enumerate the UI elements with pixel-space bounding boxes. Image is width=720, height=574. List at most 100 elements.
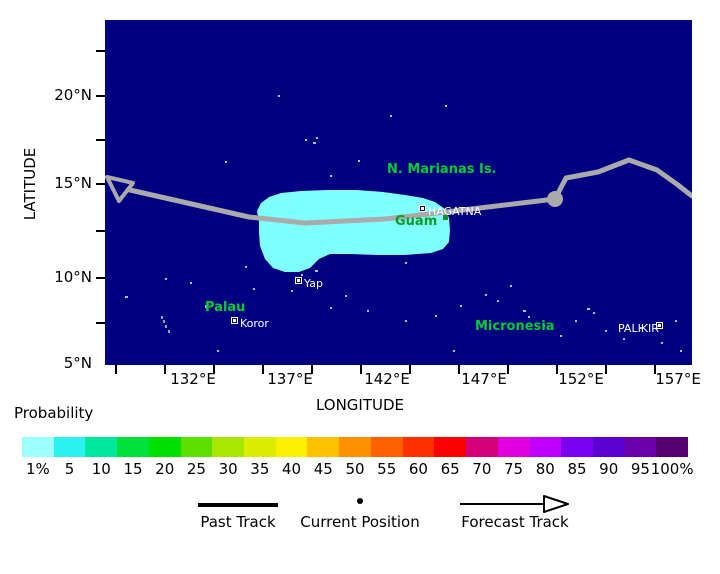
x-tick-152_5 xyxy=(556,365,558,374)
colorbar-tick-label-10: 10 xyxy=(91,460,111,478)
x-tick-label-147: 147°E xyxy=(461,370,507,388)
legend-label-forecast-track: Forecast Track xyxy=(461,513,569,531)
region-label-guam: Guam xyxy=(395,214,438,229)
colorbar-swatch-15 xyxy=(497,437,530,457)
probability-title: Probability xyxy=(14,404,94,422)
ocean-background xyxy=(105,20,692,365)
city-label-hagatna: HAGATNA xyxy=(428,205,482,218)
colorbar-tick-label-5: 5 xyxy=(64,460,75,478)
x-tick-label-132: 132°E xyxy=(170,370,216,388)
colorbar-tick-label-95: 95 xyxy=(630,460,650,478)
colorbar-swatch-8 xyxy=(275,437,308,457)
colorbar-tick-label-50: 50 xyxy=(345,460,365,478)
current-position-marker xyxy=(547,191,563,207)
region-label-palau: Palau xyxy=(205,300,246,315)
island-dots xyxy=(125,95,682,352)
city-label-koror: Koror xyxy=(240,317,269,330)
city-marker-yap[interactable] xyxy=(295,277,302,284)
x-tick-132_5 xyxy=(164,365,166,374)
colorbar-swatch-19 xyxy=(624,437,657,457)
region-label-micronesia: Micronesia xyxy=(475,319,555,334)
colorbar-swatch-6 xyxy=(212,437,245,457)
colorbar-tick-label-45: 45 xyxy=(313,460,333,478)
map-plot-area[interactable]: N. Marianas Is. Guam Palau Micronesia HA… xyxy=(105,20,692,365)
colorbar-tick-label-20: 20 xyxy=(155,460,175,478)
colorbar-tick-label-35: 35 xyxy=(250,460,270,478)
x-tick-142_5 xyxy=(360,365,362,374)
forecast-track-arrow-icon xyxy=(450,492,580,514)
city-marker-palikir[interactable] xyxy=(656,322,663,329)
colorbar-tick-label-25: 25 xyxy=(186,460,206,478)
y-tick-label-15: 15°N xyxy=(54,174,92,192)
colorbar-tick-label-65: 65 xyxy=(440,460,460,478)
y-tick-22_5 xyxy=(96,50,105,52)
colorbar-tick-label-75: 75 xyxy=(504,460,524,478)
x-tick-140 xyxy=(311,365,313,374)
x-tick-130 xyxy=(115,365,117,374)
legend-label-current-position: Current Position xyxy=(300,513,420,531)
guam-landmass xyxy=(443,210,448,220)
y-tick-20 xyxy=(96,95,105,97)
colorbar-swatch-18 xyxy=(592,437,625,457)
colorbar-tick-label-1pct: 1% xyxy=(25,460,50,478)
x-axis-title: LONGITUDE xyxy=(315,396,405,414)
colorbar-swatch-14 xyxy=(466,437,498,457)
colorbar-swatch-0 xyxy=(22,437,54,457)
colorbar-swatch-10 xyxy=(339,437,371,457)
past-track-line-icon xyxy=(178,492,298,514)
track-legend: Past Track Current Position Forecast Tra… xyxy=(0,492,720,552)
colorbar-swatch-7 xyxy=(244,437,276,457)
x-tick-147_5 xyxy=(458,365,460,374)
colorbar-swatch-17 xyxy=(561,437,593,457)
legend-item-forecast-track: Forecast Track xyxy=(450,492,580,531)
colorbar-tick-label-30: 30 xyxy=(218,460,238,478)
x-tick-label-157: 157°E xyxy=(655,370,701,388)
palau-islets xyxy=(161,316,170,333)
city-label-yap: Yap xyxy=(304,277,323,290)
city-label-palikir: PALIKIR xyxy=(618,322,659,335)
colorbar-swatch-13 xyxy=(434,437,467,457)
colorbar-swatch-1 xyxy=(53,437,86,457)
y-axis-title: LATITUDE xyxy=(21,147,39,221)
colorbar-swatch-9 xyxy=(307,437,340,457)
probability-swath-1pct xyxy=(257,190,450,272)
y-tick-12_5 xyxy=(96,230,105,232)
map-graphics xyxy=(105,20,692,365)
x-tick-135 xyxy=(213,365,215,374)
x-tick-157_5 xyxy=(654,365,656,374)
forecast-arrowhead xyxy=(105,175,135,203)
y-tick-label-20: 20°N xyxy=(54,86,92,104)
colorbar-swatch-11 xyxy=(370,437,403,457)
probability-colorbar[interactable] xyxy=(22,437,689,457)
colorbar-swatch-20 xyxy=(656,437,689,457)
x-tick-155 xyxy=(605,365,607,374)
y-tick-10 xyxy=(96,277,105,279)
x-tick-label-152: 152°E xyxy=(558,370,604,388)
city-marker-koror[interactable] xyxy=(231,317,238,324)
y-tick-7_5 xyxy=(96,322,105,324)
probability-colorbar-ticks: 1% 5 10 15 20 25 30 35 40 45 50 55 60 65 70 75 80 85 90 95 1… xyxy=(0,461,720,481)
y-tick-17_5 xyxy=(96,139,105,141)
x-tick-137_5 xyxy=(262,365,264,374)
region-label-n-marianas: N. Marianas Is. xyxy=(387,162,497,177)
colorbar-swatch-2 xyxy=(85,437,118,457)
legend-item-past-track: Past Track xyxy=(178,492,298,531)
legend-item-current-position: Current Position xyxy=(290,492,430,531)
past-track-line xyxy=(552,157,692,202)
colorbar-tick-label-70: 70 xyxy=(472,460,492,478)
city-marker-hagatna[interactable] xyxy=(419,205,426,212)
colorbar-tick-label-100pct: 100% xyxy=(650,460,694,478)
y-tick-label-5: 5°N xyxy=(63,354,92,372)
colorbar-swatch-4 xyxy=(148,437,181,457)
colorbar-tick-label-90: 90 xyxy=(599,460,619,478)
colorbar-swatch-12 xyxy=(402,437,435,457)
colorbar-tick-label-55: 55 xyxy=(377,460,397,478)
x-tick-145 xyxy=(409,365,411,374)
colorbar-tick-label-15: 15 xyxy=(123,460,143,478)
x-tick-label-137: 137°E xyxy=(267,370,313,388)
colorbar-swatch-5 xyxy=(180,437,213,457)
colorbar-swatch-16 xyxy=(529,437,562,457)
x-tick-150 xyxy=(507,365,509,374)
x-tick-label-142: 142°E xyxy=(364,370,410,388)
